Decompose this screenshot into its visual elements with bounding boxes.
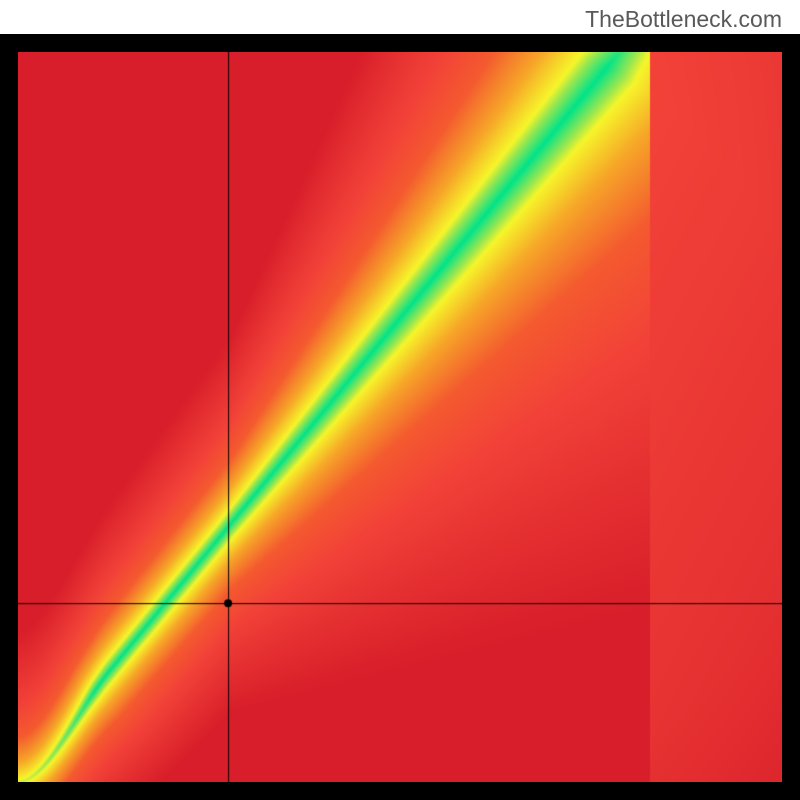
chart-frame xyxy=(0,34,800,800)
attribution-text: TheBottleneck.com xyxy=(585,6,782,33)
bottleneck-heatmap xyxy=(18,52,782,782)
